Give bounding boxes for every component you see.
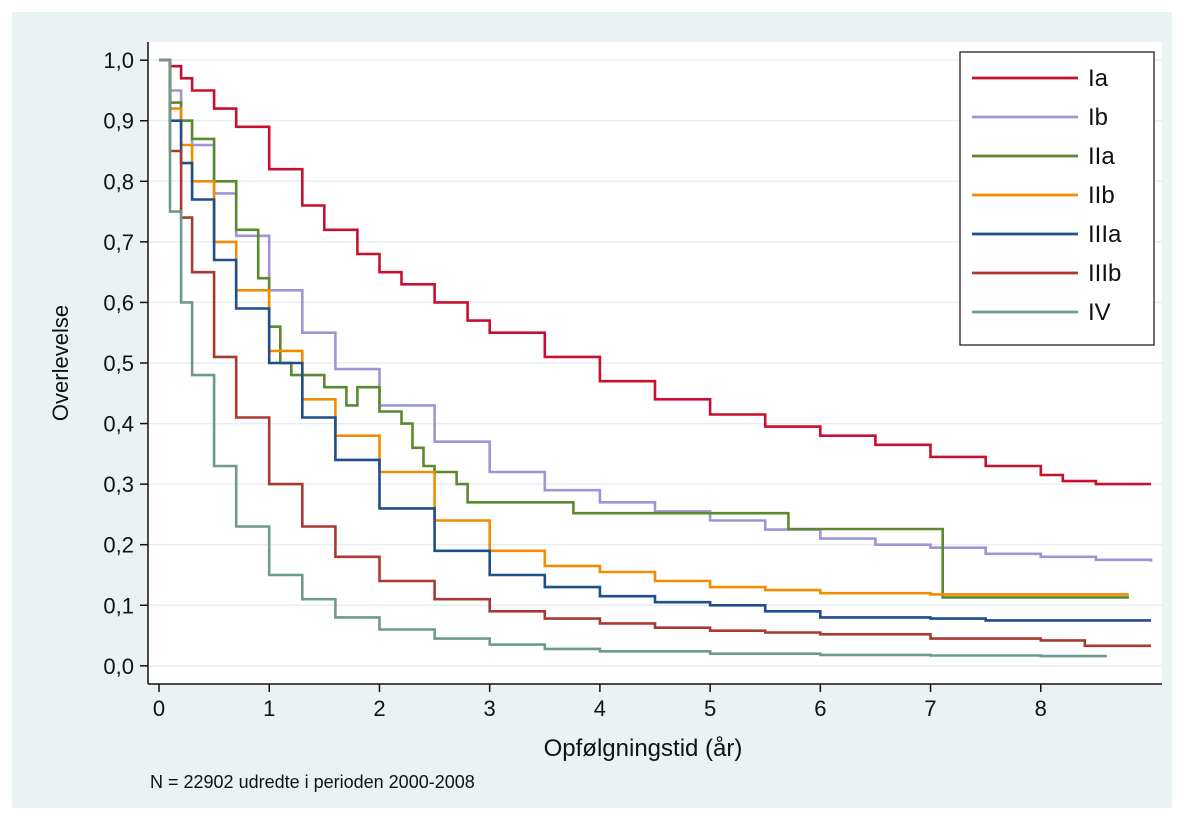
- series-line-iiib: [159, 58, 1151, 648]
- x-tick-label-1: 1: [263, 696, 275, 721]
- x-tick-label-6: 6: [814, 696, 826, 721]
- series-line-iib: [159, 58, 1129, 596]
- series-line-ia: [159, 58, 1151, 486]
- y-tick-label-8: 0,8: [103, 169, 134, 194]
- grid-layer: [148, 59, 1162, 667]
- legend-label-iv: IV: [1088, 299, 1111, 326]
- x-tick-label-4: 4: [594, 696, 606, 721]
- legend-box: [959, 51, 1155, 346]
- y-tick-label-3: 0,3: [103, 472, 134, 497]
- y-tick-label-4: 0,4: [103, 412, 134, 437]
- axes-layer: 0,0 0,1 0,2 0,3 0,4 0,5 0,6 0,7 0,8 0,9 1,0 0 1 2 3 4 5 6…: [103, 42, 1162, 721]
- y-axis-label: Overlevelse: [48, 305, 73, 421]
- x-tick-label-7: 7: [924, 696, 936, 721]
- y-tick-label-6: 0,6: [103, 290, 134, 315]
- x-axis-label: Opfølgningstid (år): [544, 735, 743, 762]
- legend-label-iiia: IIIa: [1088, 221, 1122, 248]
- legend-label-iib: IIb: [1088, 182, 1115, 209]
- legend: Ia Ib IIa IIb IIIa IIIb IV: [959, 51, 1155, 346]
- legend-label-iia: IIa: [1088, 143, 1115, 170]
- x-tick-label-3: 3: [484, 696, 496, 721]
- series-line-iv: [159, 58, 1107, 658]
- legend-label-iiib: IIIb: [1088, 260, 1121, 287]
- legend-label-ia: Ia: [1088, 65, 1109, 92]
- y-tick-label-1: 0,1: [103, 593, 134, 618]
- y-tick-label-10: 1,0: [103, 48, 134, 73]
- y-tick-label-7: 0,7: [103, 230, 134, 255]
- series-layer: [159, 58, 1153, 658]
- chart-note: N = 22902 udredte i perioden 2000-2008: [150, 772, 475, 792]
- x-tick-label-8: 8: [1035, 696, 1047, 721]
- legend-label-ib: Ib: [1088, 104, 1108, 131]
- y-tick-label-5: 0,5: [103, 351, 134, 376]
- series-line-iiia: [159, 58, 1151, 622]
- y-tick-label-0: 0,0: [103, 654, 134, 679]
- x-tick-label-2: 2: [373, 696, 385, 721]
- y-tick-label-2: 0,2: [103, 533, 134, 558]
- x-tick-label-0: 0: [153, 696, 165, 721]
- x-tick-label-5: 5: [704, 696, 716, 721]
- y-tick-label-9: 0,9: [103, 109, 134, 134]
